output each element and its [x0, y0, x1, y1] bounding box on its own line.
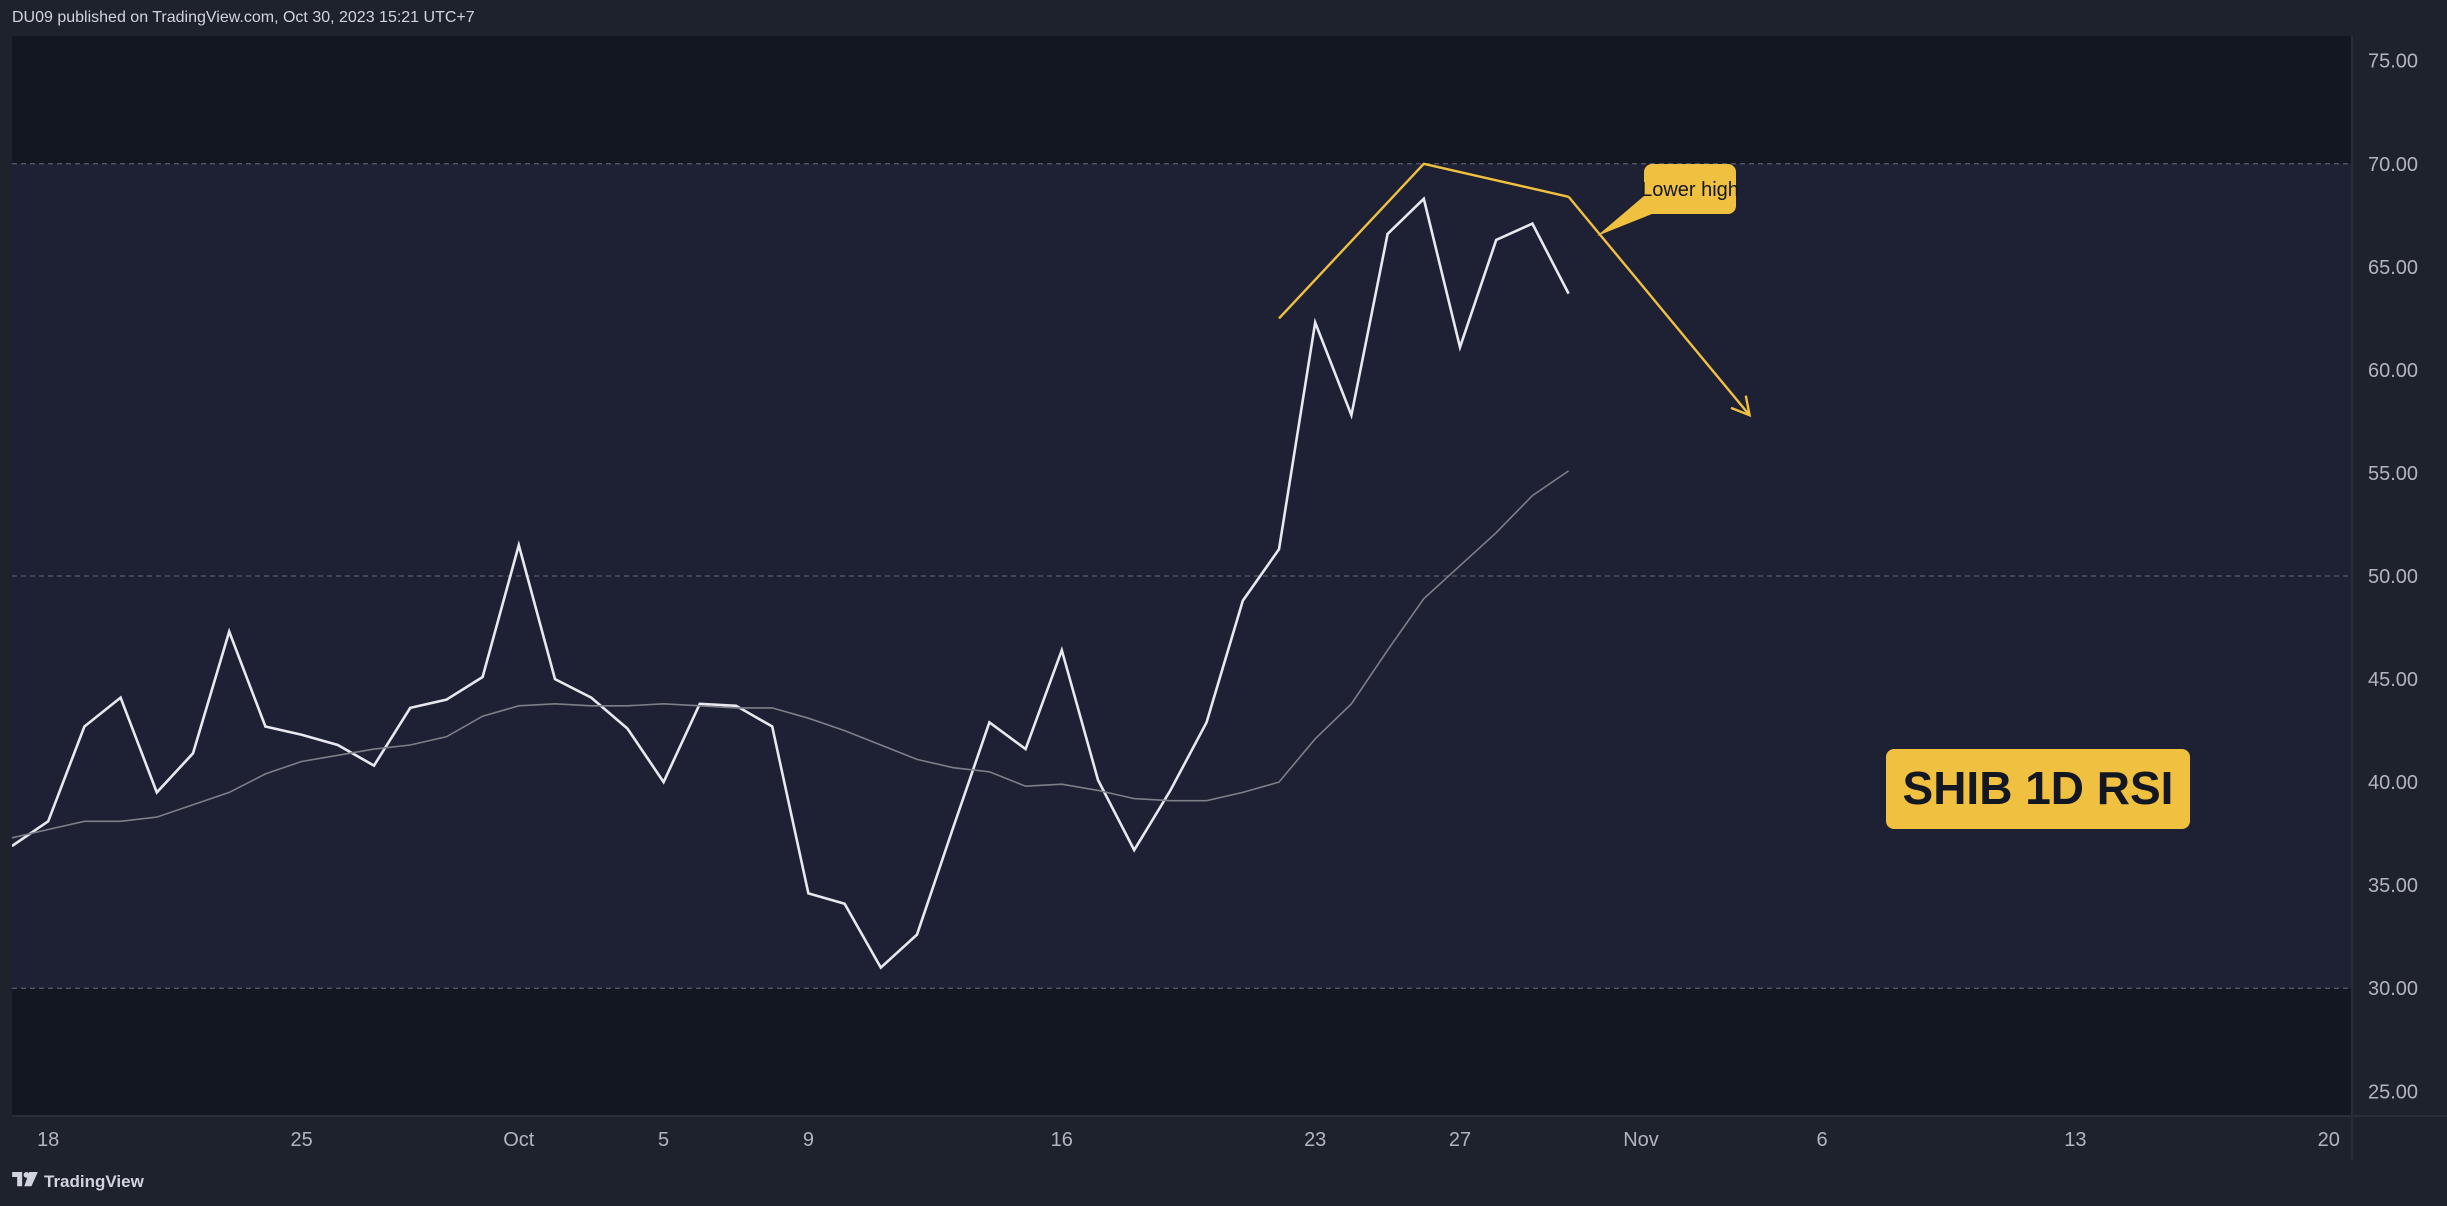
x-tick-label-27: 27: [1449, 1129, 1471, 1151]
y-tick-label-25.00: 25.00: [2368, 1081, 2418, 1103]
x-tick-label-18: 18: [37, 1129, 59, 1151]
y-tick-label-75.00: 75.00: [2368, 51, 2418, 73]
callout-text: Lower high: [1641, 179, 1739, 201]
tradingview-logo-icon: [12, 1172, 38, 1187]
y-tick-label-65.00: 65.00: [2368, 257, 2418, 279]
y-tick-label-70.00: 70.00: [2368, 154, 2418, 176]
x-tick-label-16: 16: [1051, 1129, 1073, 1151]
x-tick-label-Oct: Oct: [503, 1129, 535, 1151]
series-group: [11, 196, 1570, 970]
publisher-line: DU09 published on TradingView.com, Oct 3…: [12, 9, 475, 26]
y-tick-label-55.00: 55.00: [2368, 463, 2418, 485]
badge-text: SHIB 1D RSI: [1903, 762, 2174, 814]
y-tick-label-60.00: 60.00: [2368, 360, 2418, 382]
x-tick-label-Nov: Nov: [1623, 1129, 1659, 1151]
y-tick-label-40.00: 40.00: [2368, 772, 2418, 794]
y-tick-label-35.00: 35.00: [2368, 875, 2418, 897]
x-tick-label-20: 20: [2318, 1129, 2340, 1151]
chart-badge: SHIB 1D RSI: [1886, 749, 2190, 829]
tradingview-brand[interactable]: TradingView: [12, 1172, 144, 1192]
x-tick-label-5: 5: [658, 1129, 669, 1151]
footer-bar: TradingView: [0, 1160, 2447, 1206]
axis-group: 25.00 30.00 35.00 40.00 45.00 50.00 55.00 60.00…: [12, 36, 2447, 1160]
publisher-header: DU09 published on TradingView.com, Oct 3…: [0, 0, 2447, 36]
projection-arrow-line: [1567, 195, 1751, 417]
y-tick-label-30.00: 30.00: [2368, 978, 2418, 1000]
x-tick-label-9: 9: [803, 1129, 814, 1151]
reference-lines: [12, 163, 2352, 989]
lower-high-callout: Lower high: [1597, 164, 1739, 236]
chart-background: [12, 36, 2447, 1160]
annotation-group: Lower high SHIB 1D RSI: [1278, 162, 2190, 829]
projection-arrow-head: [1730, 395, 1752, 418]
callout-box: [1644, 164, 1736, 214]
chart-area[interactable]: Lower high SHIB 1D RSI 25.00 30.00 35.00 40.…: [11, 36, 2447, 1160]
badge-box: [1886, 749, 2190, 829]
rsi-chart[interactable]: Lower high SHIB 1D RSI 25.00 30.00 35.00 40.…: [11, 36, 2447, 1160]
y-tick-label-50.00: 50.00: [2368, 566, 2418, 588]
callout-pointer: [1597, 196, 1652, 236]
rsi-ma-series-line: [11, 470, 1570, 839]
lower-high-trendline: [1278, 162, 1569, 320]
x-tick-label-6: 6: [1816, 1129, 1827, 1151]
rsi-series-line: [11, 196, 1570, 970]
x-tick-label-25: 25: [290, 1129, 312, 1151]
brand-label: TradingView: [44, 1172, 144, 1191]
x-tick-label-13: 13: [2064, 1129, 2086, 1151]
y-tick-label-45.00: 45.00: [2368, 669, 2418, 691]
x-tick-label-23: 23: [1304, 1129, 1326, 1151]
